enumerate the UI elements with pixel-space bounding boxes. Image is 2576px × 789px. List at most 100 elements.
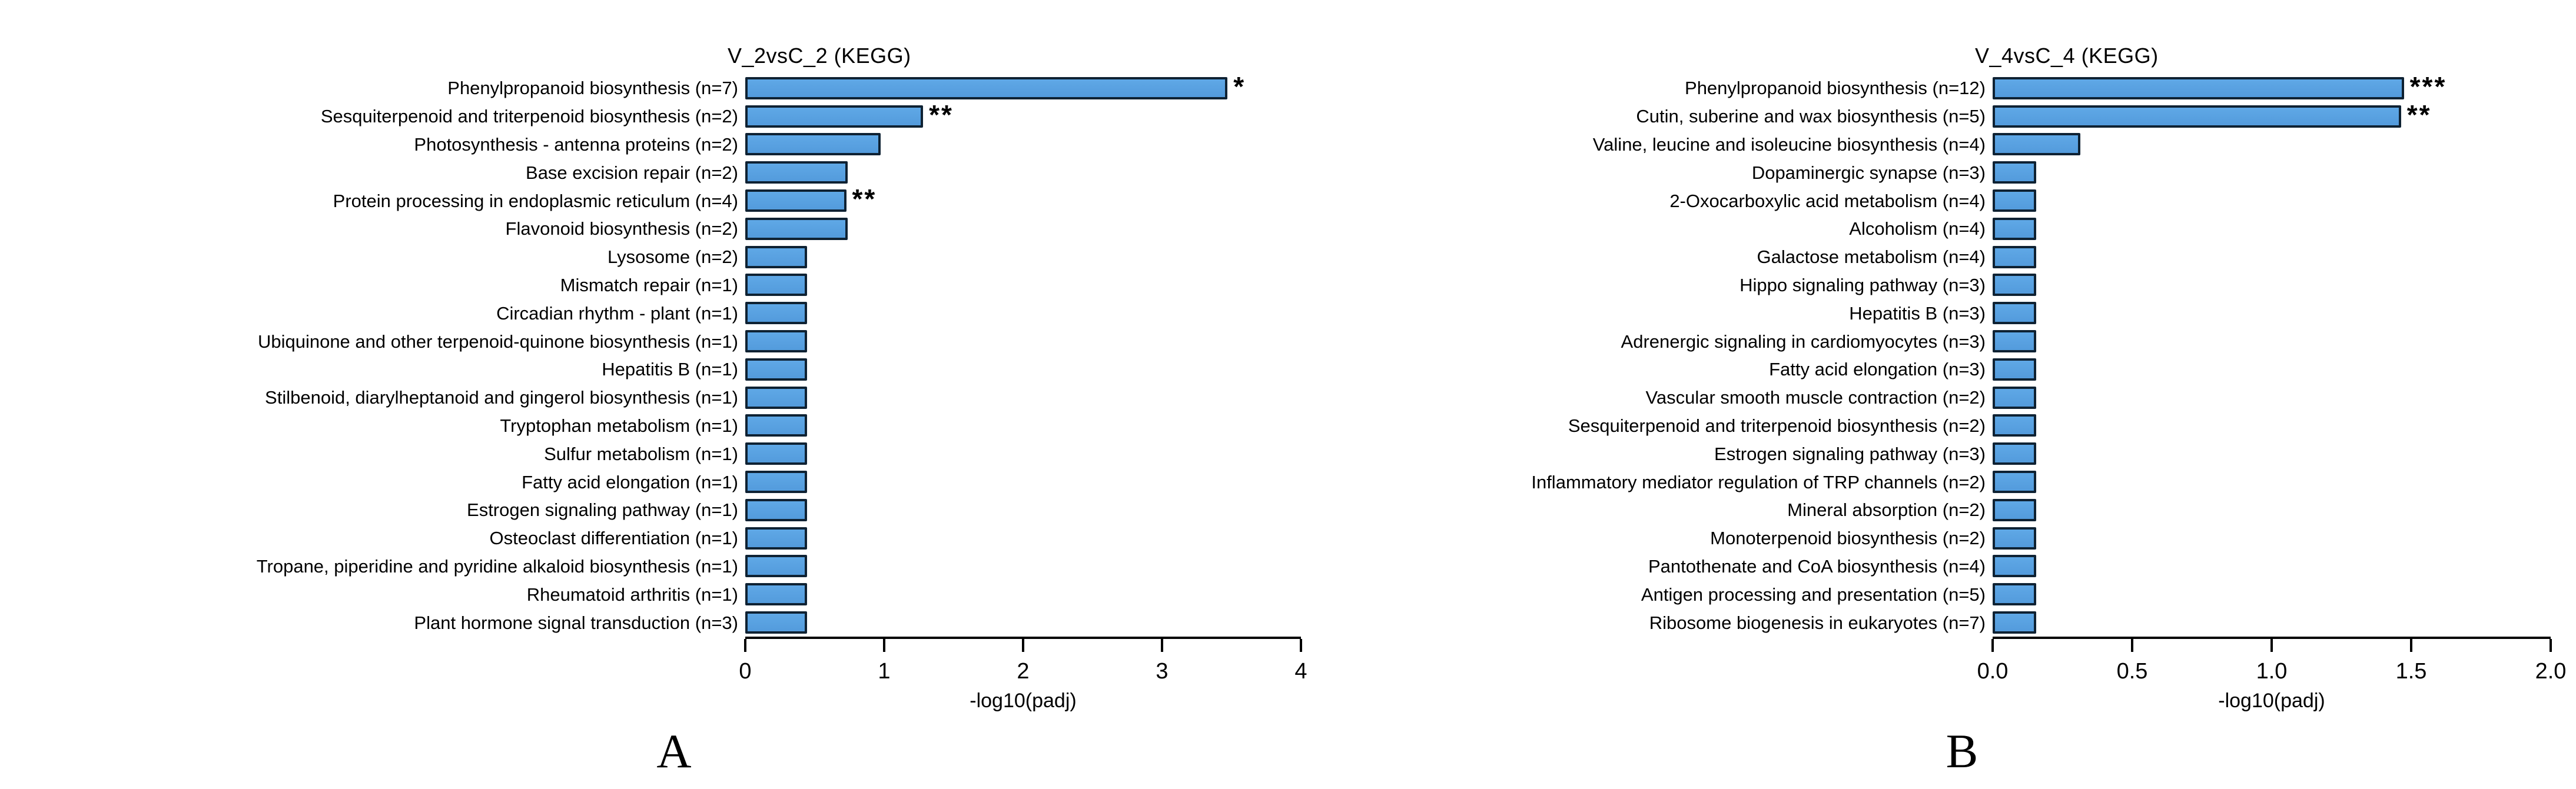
bar-row: Alcoholism (n=4) bbox=[1348, 215, 2576, 243]
x-axis-tick-label: 3 bbox=[1156, 659, 1169, 684]
pathway-label: Sesquiterpenoid and triterpenoid biosynt… bbox=[1568, 415, 1986, 436]
bar-row: Sesquiterpenoid and triterpenoid biosynt… bbox=[0, 101, 1348, 131]
bar-row: Sulfur metabolism (n=1) bbox=[0, 440, 1348, 468]
bar-row: Phenylpropanoid biosynthesis (n=12) *** bbox=[1348, 73, 2576, 102]
bar-cell bbox=[745, 158, 1348, 187]
bar-row: Tryptophan metabolism (n=1) bbox=[0, 412, 1348, 440]
bar-cell bbox=[1993, 608, 2576, 637]
pathway-label: Base excision repair (n=2) bbox=[526, 162, 738, 183]
bar-row: Circadian rhythm - plant (n=1) bbox=[0, 299, 1348, 327]
pathway-label: Valine, leucine and isoleucine biosynthe… bbox=[1592, 134, 1986, 155]
bar-row: Ubiquinone and other terpenoid-quinone b… bbox=[0, 327, 1348, 355]
bar bbox=[745, 217, 848, 240]
pathway-label: Tryptophan metabolism (n=1) bbox=[500, 415, 738, 436]
x-axis-tick-label: 2 bbox=[1017, 659, 1030, 684]
bar-row: Protein processing in endoplasmic reticu… bbox=[0, 185, 1348, 215]
bar bbox=[1993, 358, 2037, 381]
bar bbox=[745, 358, 807, 381]
bar bbox=[1993, 274, 2037, 297]
bar bbox=[1993, 330, 2037, 353]
x-axis-tick bbox=[883, 639, 885, 652]
x-axis-label-A: -log10(padj) bbox=[970, 690, 1077, 712]
bar-cell bbox=[1993, 384, 2576, 412]
pathway-label: 2-Oxocarboxylic acid metabolism (n=4) bbox=[1669, 190, 1986, 211]
chart-title-A: V_2vsC_2 (KEGG) bbox=[728, 44, 911, 68]
bar bbox=[745, 330, 807, 353]
bar-cell bbox=[745, 412, 1348, 440]
bar bbox=[745, 245, 807, 268]
bar-cell bbox=[745, 524, 1348, 552]
panel-letter-A: A bbox=[656, 724, 692, 778]
axis-row-A: -log10(padj) 0 1 2 3 4 bbox=[0, 637, 1348, 713]
bar-cell bbox=[745, 440, 1348, 468]
bar-cell bbox=[1993, 215, 2576, 243]
pathway-label: Fatty acid elongation (n=3) bbox=[1769, 359, 1986, 380]
pathway-label: Lysosome (n=2) bbox=[608, 247, 738, 268]
bar bbox=[745, 302, 807, 325]
bar bbox=[1993, 217, 2037, 240]
x-axis-tick bbox=[2410, 639, 2412, 652]
x-axis-tick bbox=[2270, 639, 2273, 652]
bar bbox=[745, 76, 1228, 99]
bar bbox=[745, 498, 807, 521]
bar-cell bbox=[1993, 158, 2576, 187]
pathway-label: Antigen processing and presentation (n=5… bbox=[1641, 584, 1986, 605]
bar-row: Stilbenoid, diarylheptanoid and gingerol… bbox=[0, 384, 1348, 412]
bar-cell bbox=[1993, 271, 2576, 299]
x-axis-tick bbox=[744, 639, 746, 652]
bar bbox=[1993, 161, 2037, 184]
bar-row: Estrogen signaling pathway (n=3) bbox=[1348, 440, 2576, 468]
x-axis-tick-label: 1 bbox=[878, 659, 891, 684]
axis-row-B: -log10(padj) 0.0 0.5 1.0 1.5 2.0 bbox=[1348, 637, 2576, 713]
pathway-label: Mismatch repair (n=1) bbox=[560, 274, 738, 295]
bar bbox=[1993, 611, 2037, 634]
bar-row: Inflammatory mediator regulation of TRP … bbox=[1348, 468, 2576, 496]
bar-row: Hepatitis B (n=3) bbox=[1348, 299, 2576, 327]
bar bbox=[1993, 133, 2080, 156]
pathway-label: Sesquiterpenoid and triterpenoid biosynt… bbox=[320, 106, 738, 127]
bar-row: Base excision repair (n=2) bbox=[0, 158, 1348, 187]
pathway-label: Hepatitis B (n=1) bbox=[602, 359, 738, 380]
bar bbox=[1993, 414, 2037, 437]
pathway-label: Plant hormone signal transduction (n=3) bbox=[414, 612, 738, 633]
bar bbox=[745, 274, 807, 297]
bar-row: Rheumatoid arthritis (n=1) bbox=[0, 580, 1348, 608]
bar bbox=[745, 527, 807, 550]
panel-A: V_2vsC_2 (KEGG) Phenylpropanoid biosynth… bbox=[0, 44, 1348, 778]
pathway-label: Phenylpropanoid biosynthesis (n=7) bbox=[447, 78, 738, 99]
pathway-label: Inflammatory mediator regulation of TRP … bbox=[1531, 471, 1986, 492]
pathway-label: Ribosome biogenesis in eukaryotes (n=7) bbox=[1649, 612, 1986, 633]
bar-cell bbox=[745, 215, 1348, 243]
bar bbox=[745, 161, 848, 184]
bar-cell bbox=[1993, 412, 2576, 440]
bar-cell bbox=[745, 355, 1348, 384]
bar-row: Phenylpropanoid biosynthesis (n=7) * bbox=[0, 73, 1348, 102]
x-axis-tick bbox=[2131, 639, 2133, 652]
pathway-label: Dopaminergic synapse (n=3) bbox=[1751, 162, 1986, 183]
bars-area-B: Phenylpropanoid biosynthesis (n=12) *** Cu… bbox=[1348, 73, 2576, 637]
bar-cell bbox=[745, 131, 1348, 159]
bar-cell bbox=[745, 271, 1348, 299]
bar-cell bbox=[745, 299, 1348, 327]
bar-row: Galactose metabolism (n=4) bbox=[1348, 243, 2576, 271]
x-axis-tick bbox=[1161, 639, 1163, 652]
pathway-label: Estrogen signaling pathway (n=1) bbox=[467, 500, 738, 521]
bar-row: Vascular smooth muscle contraction (n=2) bbox=[1348, 384, 2576, 412]
bar-row: Pantothenate and CoA biosynthesis (n=4) bbox=[1348, 552, 2576, 581]
bar bbox=[745, 555, 807, 578]
bar bbox=[1993, 442, 2037, 465]
bar-cell bbox=[745, 496, 1348, 524]
bar-row: Estrogen signaling pathway (n=1) bbox=[0, 496, 1348, 524]
bar-cell bbox=[1993, 299, 2576, 327]
bar-cell bbox=[1993, 580, 2576, 608]
bar-row: Valine, leucine and isoleucine biosynthe… bbox=[1348, 131, 2576, 159]
bar-cell bbox=[745, 327, 1348, 355]
bar bbox=[1993, 302, 2037, 325]
pathway-label: Osteoclast differentiation (n=1) bbox=[489, 528, 738, 549]
bar-cell bbox=[1993, 187, 2576, 215]
bar-cell bbox=[745, 608, 1348, 637]
pathway-label: Adrenergic signaling in cardiomyocytes (… bbox=[1621, 331, 1986, 352]
x-axis-tick-label: 0.0 bbox=[1977, 659, 2009, 684]
panel-letter-B: B bbox=[1946, 724, 1979, 778]
